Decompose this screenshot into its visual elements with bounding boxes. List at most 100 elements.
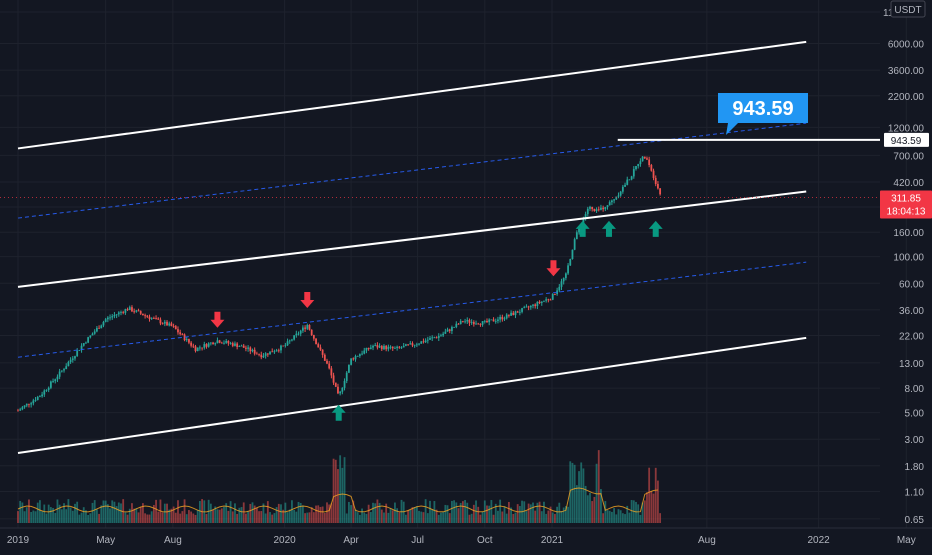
y-tick-label: 1.80 [905,462,925,473]
volume-bar [293,509,296,523]
volume-bar [508,501,510,523]
candle-body [345,372,348,381]
volume-bar [413,507,416,523]
volume-bar [339,455,342,523]
volume-bar [218,509,221,523]
candle-body [251,349,254,352]
candle-body [560,281,563,287]
volume-bar [442,512,445,523]
volume-bar [258,511,260,523]
volume-bar [348,501,350,523]
channel-lines-layer[interactable] [17,40,807,455]
volume-bar [214,506,217,523]
price-label-last-box [880,190,932,219]
volume-bar [394,502,396,523]
volume-bar [494,503,497,523]
candle-body [481,321,484,325]
volume-bar [49,507,52,523]
volume-bar [166,503,168,523]
volume-bar [56,499,59,523]
y-tick-label: 36.00 [899,306,924,317]
volume-bar [404,514,407,523]
candle-body [648,159,651,166]
candle-body [352,358,355,360]
volume-bar [264,513,267,523]
arrow-down-icon [210,311,225,328]
volume-bar [626,505,629,523]
candle-body [571,249,574,260]
horizontal-lines-layer[interactable] [0,138,880,198]
candle-body [319,347,322,350]
volume-bar [409,509,412,523]
volume-bar [604,501,607,523]
volume-bar [17,511,19,523]
candle-body [269,351,271,355]
volume-bar [286,512,289,523]
volume-bar [190,511,193,523]
candle-body [87,337,90,343]
volume-bar [269,512,271,523]
candle-body [391,346,394,349]
candle-body [407,344,409,346]
arrow-up-icon [575,220,590,237]
volume-bar [111,500,114,523]
candle-body [604,207,607,210]
candle-body [383,345,385,350]
volume-bar [637,504,640,523]
x-tick-label: Aug [164,535,182,546]
candle-body [464,321,466,323]
candle-body [275,350,278,352]
volume-bar [464,500,466,523]
candle-body [483,320,486,322]
volume-bar [551,512,554,523]
candle-body [91,333,94,336]
candle-body [442,333,445,336]
volume-bar [315,505,317,523]
volume-bar [372,502,374,523]
candle-body [317,344,320,348]
volume-bar [385,503,388,523]
candle-body [78,350,81,351]
candle-body [540,301,543,303]
candle-body [41,394,44,397]
volume-bar [422,512,425,523]
volume-bar [659,513,662,523]
volume-bar [247,511,250,523]
candle-body [286,341,289,346]
candle-body [260,354,263,358]
candle-body [564,273,567,279]
volume-bar [122,499,125,523]
candle-body [183,334,186,341]
volume-bar [236,513,239,523]
time-axis[interactable]: 2019 May Aug 2020 Apr Jul Oct 2021 Aug 2022 May [0,527,932,546]
volume-bar [378,502,381,523]
candle-body [591,206,594,209]
volume-bar [597,450,600,523]
volume-bar [380,509,383,523]
volume-bar [606,510,609,523]
volume-bar [227,510,230,523]
candle-body [34,399,37,401]
candle-body [424,340,427,343]
candle-body [146,315,149,317]
candle-body [181,334,184,335]
volume-layer [17,450,662,523]
volume-bar [510,507,512,523]
candle-body [516,311,519,313]
candle-body [641,156,644,162]
candle-body [74,356,76,359]
candle-body [188,339,190,343]
price-axis[interactable]: 11000.006000.003600.002200.001200.00700.… [880,0,932,526]
volume-bar [514,512,517,523]
candle-body [394,347,396,349]
volume-bar [253,505,256,523]
volume-bar [429,500,431,523]
volume-bar [328,504,331,523]
candle-body [575,232,578,240]
candle-body [150,318,153,319]
candle-body [23,405,26,408]
candle-body [637,164,640,167]
candle-body [396,346,399,348]
